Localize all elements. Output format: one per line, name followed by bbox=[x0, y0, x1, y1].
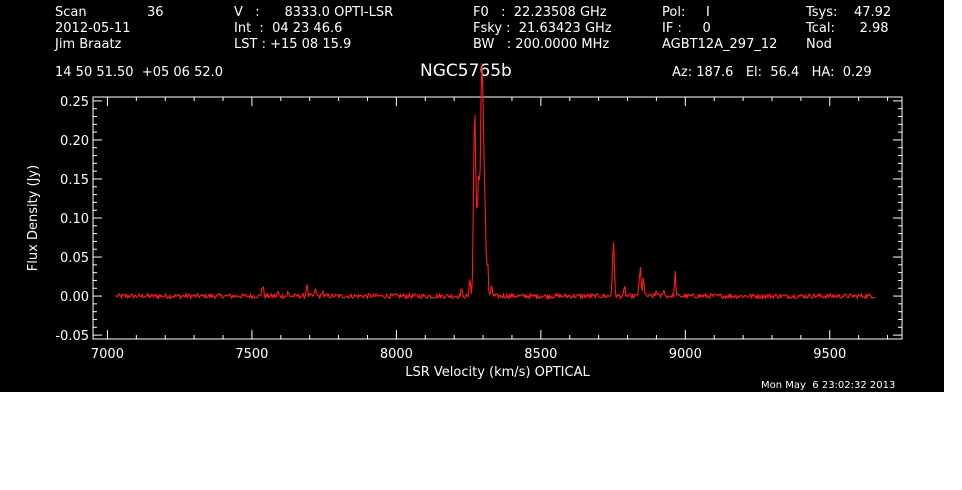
plot-timestamp: Mon May 6 23:02:32 2013 bbox=[761, 380, 896, 391]
velocity-readout: V : 8333.0 OPTI-LSR bbox=[234, 5, 394, 20]
spectrum-line bbox=[115, 63, 876, 301]
x-tick-label: 8500 bbox=[524, 347, 557, 362]
observer-name: Jim Braatz bbox=[55, 37, 122, 52]
tcal-readout: Tcal: 2.98 bbox=[806, 21, 889, 36]
y-tick-label: 0.15 bbox=[60, 173, 89, 188]
lst-readout: LST : +15 08 15.9 bbox=[234, 37, 352, 52]
tsys-readout: Tsys: 47.92 bbox=[806, 5, 892, 20]
y-tick-label: -0.05 bbox=[55, 329, 89, 344]
bandwidth-readout: BW : 200.0000 MHz bbox=[473, 37, 610, 52]
sky-frequency: Fsky : 21.63423 GHz bbox=[473, 21, 612, 36]
y-tick-label: 0.05 bbox=[60, 251, 89, 266]
y-tick-label: 0.10 bbox=[60, 212, 89, 227]
rest-frequency: F0 : 22.23508 GHz bbox=[473, 5, 607, 20]
x-tick-label: 9500 bbox=[813, 347, 846, 362]
obs-date: 2012-05-11 bbox=[55, 21, 131, 36]
x-tick-label: 7000 bbox=[91, 347, 124, 362]
spectrum-chart: 7000 7500 8000 8500 9000 9500 -0.05 0.00 0.05 0.1… bbox=[26, 63, 903, 380]
y-tick-label: 0.00 bbox=[60, 290, 89, 305]
integration-readout: Int : 04 23 46.6 bbox=[234, 21, 343, 36]
x-tick-label: 7500 bbox=[235, 347, 268, 362]
mode-readout: Nod bbox=[806, 37, 832, 52]
y-tick-label: 0.20 bbox=[60, 134, 89, 149]
scan-label: Scan bbox=[55, 5, 87, 20]
polarization-readout: Pol: I bbox=[662, 5, 710, 20]
if-readout: IF : 0 bbox=[662, 21, 711, 36]
plot-frame-box bbox=[92, 96, 903, 340]
x-tick-label: 8000 bbox=[380, 347, 413, 362]
x-axis-title: LSR Velocity (km/s) OPTICAL bbox=[405, 365, 590, 380]
y-tick-label: 0.25 bbox=[60, 95, 89, 110]
scan-value: 36 bbox=[147, 5, 164, 20]
plot-window: Scan 36 2012-05-11 Jim Braatz V : 8333.0… bbox=[0, 0, 944, 392]
y-axis-title: Flux Density (Jy) bbox=[26, 165, 41, 271]
project-id: AGBT12A_297_12 bbox=[662, 37, 778, 52]
x-tick-label: 9000 bbox=[669, 347, 702, 362]
source-name: NGC5765b bbox=[420, 61, 512, 81]
source-coordinates: 14 50 51.50 +05 06 52.0 bbox=[55, 65, 224, 80]
az-el-ha-readout: Az: 187.6 El: 56.4 HA: 0.29 bbox=[672, 65, 872, 80]
